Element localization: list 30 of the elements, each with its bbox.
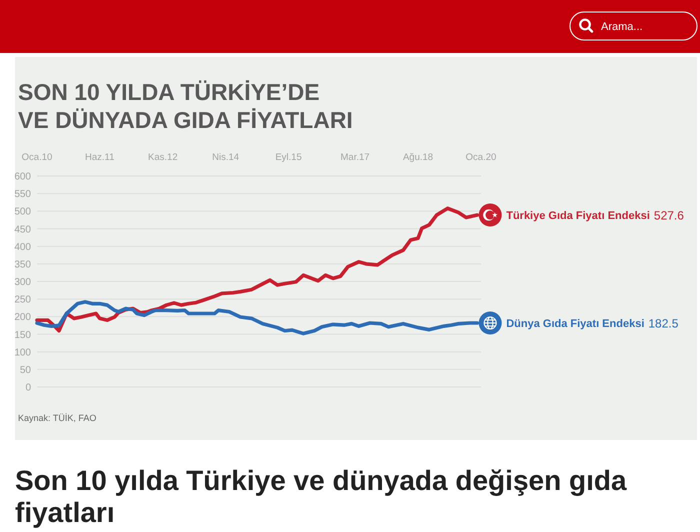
legend-label: Dünya Gıda Fiyatı Endeksi: [506, 318, 644, 330]
legend-label: Türkiye Gıda Fiyatı Endeksi: [506, 210, 650, 222]
y-tick-label: 400: [14, 242, 32, 253]
chart-title: SON 10 YILDA TÜRKİYE’DE VE DÜNYADA GIDA FİYATLARI: [18, 79, 353, 133]
y-tick-label: 350: [14, 259, 32, 270]
text: 182.5: [648, 316, 679, 330]
y-tick-label: 100: [14, 347, 32, 358]
y-tick-label: 150: [14, 330, 32, 341]
search-field: Arama...: [570, 12, 698, 40]
text: 527.6: [654, 208, 684, 223]
y-tick-label: 250: [14, 294, 32, 306]
text: Son 10 yılda Türkiye ve dünyada değişen gıda fiyatları: [15, 465, 627, 528]
y-tick-label: 600: [14, 172, 32, 182]
y-tick-label: 500: [14, 206, 32, 218]
x-tick-label: Ağu.18: [402, 152, 434, 163]
y-tick-label: 450: [14, 224, 32, 236]
line-series: [35, 300, 480, 336]
y-tick-label: 550: [14, 189, 32, 200]
y-tick-label: 300: [14, 277, 32, 288]
x-tick-label: Eyl.15: [275, 152, 302, 163]
x-tick-label: Oca.20: [466, 152, 496, 163]
x-tick-label: Haz.11: [85, 152, 114, 163]
text: Kaynak: TÜİK, FAO: [18, 413, 96, 423]
x-tick-label: Oca.10: [22, 152, 52, 163]
y-tick-label: 50: [20, 364, 32, 376]
y-tick-label: 0: [25, 382, 32, 394]
y-tick-label: 200: [14, 312, 32, 324]
x-tick-label: Mar.17: [340, 152, 370, 163]
x-tick-label: Nis.14: [212, 152, 240, 163]
x-tick-label: Kas.12: [148, 152, 178, 163]
